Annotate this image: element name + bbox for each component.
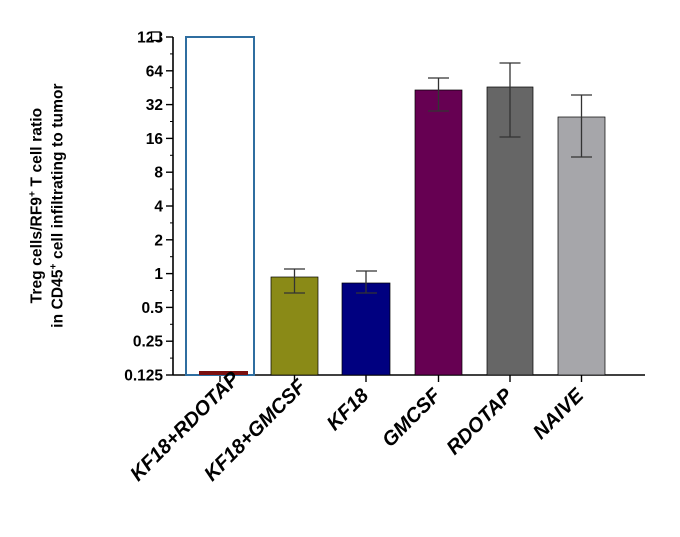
svg-text:8: 8 (154, 165, 163, 182)
svg-text:64: 64 (146, 63, 164, 80)
svg-text:0.5: 0.5 (141, 300, 163, 317)
svg-text:16: 16 (146, 131, 164, 148)
svg-text:1: 1 (154, 266, 163, 283)
svg-text:0.25: 0.25 (133, 334, 164, 351)
svg-text:2: 2 (154, 232, 163, 249)
svg-text:4: 4 (154, 199, 163, 216)
svg-text:0.125: 0.125 (124, 368, 163, 385)
svg-text:32: 32 (146, 97, 163, 114)
